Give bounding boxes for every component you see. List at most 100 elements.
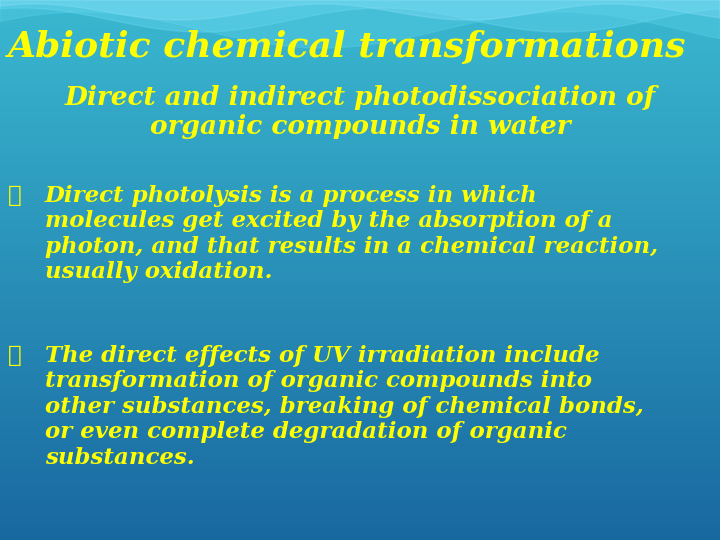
Bar [0,244,720,245]
Bar [0,410,720,411]
Bar [0,479,720,480]
Bar [0,169,720,170]
Bar [0,505,720,506]
Bar [0,303,720,304]
Bar [0,190,720,191]
Bar [0,536,720,537]
Bar [0,328,720,329]
Bar [0,199,720,200]
Bar [0,398,720,399]
Bar [0,320,720,321]
Bar [0,501,720,502]
Bar [0,459,720,460]
Bar [0,237,720,238]
Bar [0,98,720,99]
Bar [0,475,720,476]
Bar [0,59,720,60]
Bar [0,318,720,319]
Bar [0,519,720,520]
Bar [0,304,720,305]
Bar [0,355,720,356]
Bar [0,371,720,372]
Bar [0,429,720,430]
Bar [0,306,720,307]
Bar [0,114,720,115]
Bar [0,184,720,185]
Bar [0,346,720,347]
Bar [0,179,720,180]
Bar [0,484,720,485]
Bar [0,290,720,291]
Bar [0,390,720,391]
Bar [0,164,720,165]
Bar [0,85,720,86]
Bar [0,392,720,393]
Bar [0,314,720,315]
Bar [0,329,720,330]
Bar [0,396,720,397]
Bar [0,460,720,461]
Bar [0,513,720,514]
Bar [0,457,720,458]
Bar [0,342,720,343]
Bar [0,234,720,235]
Bar [0,227,720,228]
Bar [0,510,720,511]
Bar [0,524,720,525]
Bar [0,316,720,317]
Bar [0,476,720,477]
Bar [0,211,720,212]
Bar [0,333,720,334]
Bar [0,477,720,478]
Bar [0,399,720,400]
Bar [0,70,720,71]
Bar [0,29,720,30]
Bar [0,445,720,446]
Bar [0,338,720,339]
Bar [0,296,720,297]
Bar [0,295,720,296]
Bar [0,383,720,384]
Bar [0,4,720,5]
Bar [0,108,720,109]
Bar [0,458,720,459]
Bar [0,265,720,266]
Bar [0,159,720,160]
Bar [0,154,720,155]
Bar [0,228,720,229]
Bar [0,405,720,406]
Bar [0,235,720,236]
Bar [0,162,720,163]
Bar [0,62,720,63]
Bar [0,350,720,351]
Bar [0,483,720,484]
Bar [0,44,720,45]
Bar [0,530,720,531]
Bar [0,240,720,241]
Bar [0,310,720,311]
Bar [0,50,720,51]
Bar [0,198,720,199]
Bar [0,216,720,217]
Bar [0,404,720,405]
Bar [0,8,720,9]
Bar [0,490,720,491]
Bar [0,215,720,216]
Bar [0,21,720,22]
Bar [0,86,720,87]
Bar [0,75,720,76]
Bar [0,528,720,529]
Bar [0,217,720,218]
Bar [0,359,720,360]
Bar [0,330,720,331]
Text: ➤: ➤ [8,345,22,367]
Bar [0,182,720,183]
Bar [0,84,720,85]
Bar [0,509,720,510]
Bar [0,518,720,519]
Bar [0,222,720,223]
Bar [0,89,720,90]
Bar [0,344,720,345]
Bar [0,137,720,138]
Bar [0,210,720,211]
